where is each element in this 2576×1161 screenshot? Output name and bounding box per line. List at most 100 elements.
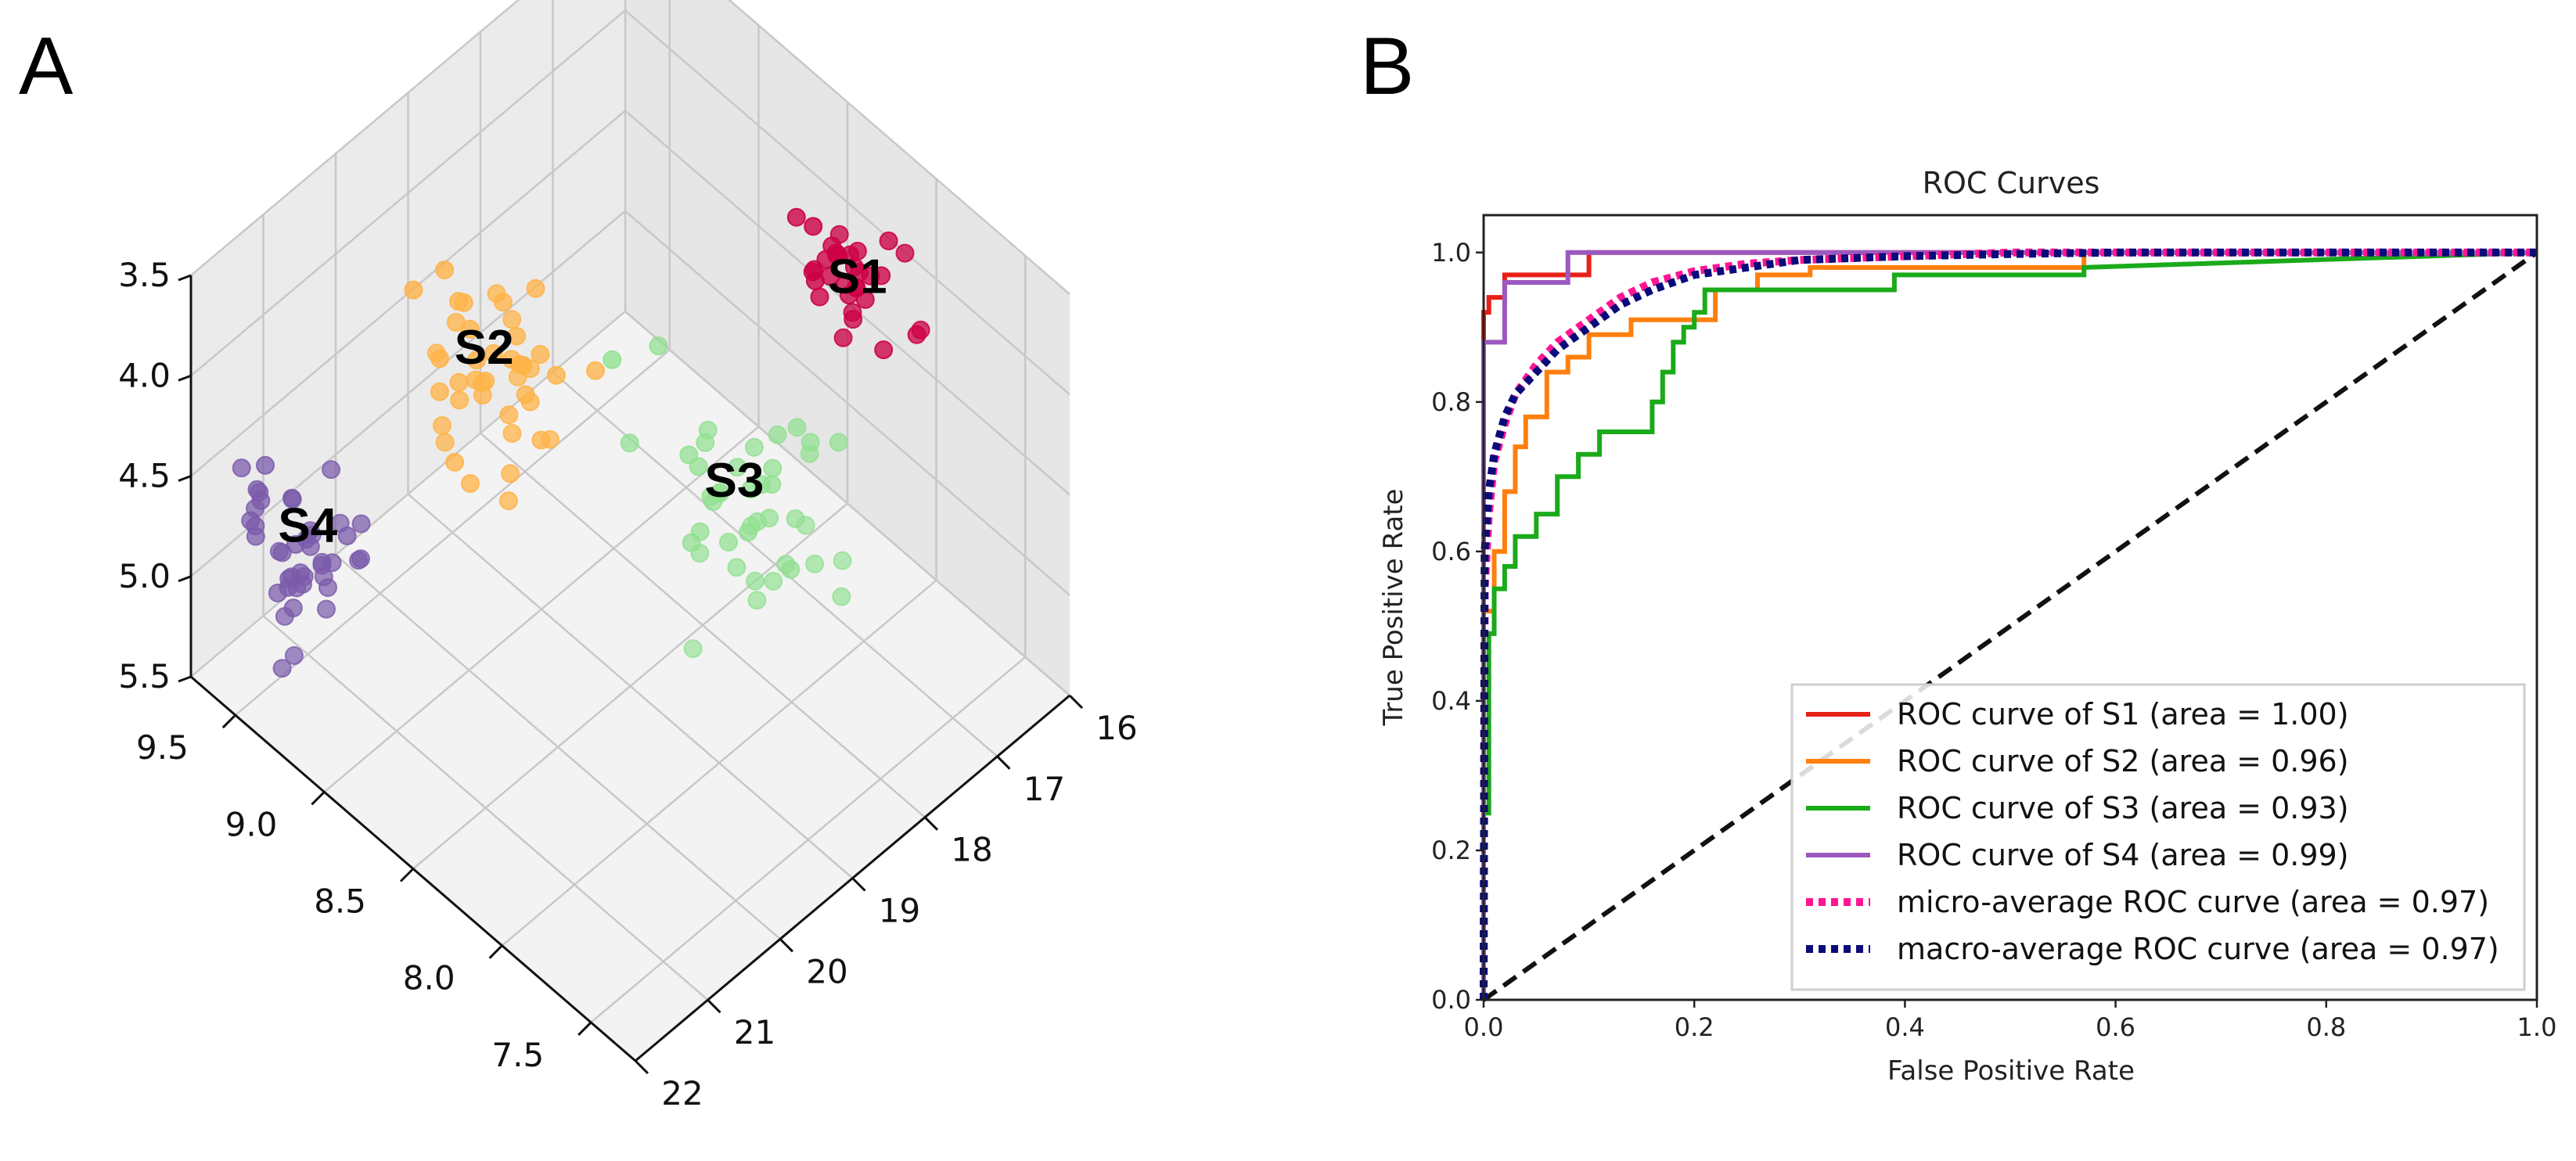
data-point (764, 571, 783, 591)
data-point (241, 511, 261, 530)
data-point (449, 372, 469, 392)
y-tick-label: 0.2 (1431, 836, 1471, 865)
data-point (337, 527, 357, 545)
data-point (727, 558, 747, 577)
z-tick-mark (178, 575, 192, 583)
data-point (269, 541, 289, 561)
data-point (275, 606, 294, 626)
data-point (762, 475, 782, 494)
x-tick-mark (996, 755, 1011, 770)
data-point (351, 549, 370, 569)
x-tick-label: 18 (951, 831, 992, 869)
legend-label: ROC curve of S1 (area = 1.00) (1897, 697, 2349, 731)
data-point (805, 271, 825, 290)
cluster-s4-points (232, 455, 371, 678)
legend-entry: macro-average ROC curve (area = 0.97) (1806, 932, 2499, 966)
roc-panel: ROC Curves 0.0 0.2 0.4 0.6 0.8 1.00.00.20.40.… (1378, 166, 2556, 1087)
data-point (507, 326, 527, 346)
legend-entry: ROC curve of S4 (area = 0.99) (1806, 838, 2349, 872)
data-point (502, 424, 522, 443)
data-point (498, 491, 518, 511)
floor-gridline-y (323, 426, 760, 793)
data-point (318, 578, 337, 597)
back-wall-gridline-z (190, 210, 626, 577)
data-point (810, 287, 829, 307)
x-tick-mark (634, 1059, 649, 1075)
z-tick-mark (178, 675, 192, 683)
cluster-label-s4: S4 (278, 498, 337, 552)
data-point (844, 257, 864, 277)
cluster-label-s2: S2 (455, 321, 514, 375)
data-point (460, 319, 480, 339)
cluster-s2-points (404, 261, 605, 511)
z-tick-label: 5.5 (118, 657, 171, 696)
data-point (445, 452, 465, 472)
floor-gridline-y (412, 502, 848, 870)
back-wall-gridline-z (190, 9, 626, 377)
data-point (787, 418, 807, 437)
data-point (833, 328, 853, 347)
x-tick-label: 0.8 (2306, 1012, 2346, 1042)
x-tick-label: 0.0 (1464, 1012, 1504, 1042)
floor-gridline-y (590, 656, 1027, 1023)
data-point (484, 343, 503, 363)
data-point (701, 487, 721, 506)
data-point (620, 433, 639, 453)
data-point (501, 464, 520, 483)
y-tick-mark (488, 944, 503, 959)
data-point (467, 350, 487, 370)
scatter-3d-panel: 16 17 18 19 20 21 22 9.5 9.0 8.5 8.0 7.5 3.5 4.0 4.5 5.… (118, 0, 1138, 1112)
data-point (404, 280, 423, 300)
side-wall-gridline-z (728, 0, 1070, 295)
cluster-labels: S1 S2 S3 S4 (278, 250, 887, 552)
data-point (682, 533, 701, 552)
data-point (696, 433, 715, 452)
data-point (874, 340, 894, 360)
data-point (272, 659, 292, 678)
data-point (847, 279, 866, 298)
x-tick-mark (707, 999, 721, 1014)
data-point (804, 217, 823, 236)
legend-label: ROC curve of S3 (area = 0.93) (1897, 791, 2349, 825)
x-tick-label: 21 (734, 1013, 775, 1051)
data-point (649, 336, 668, 356)
data-point (747, 591, 767, 610)
data-point (844, 310, 863, 329)
data-point (689, 457, 708, 476)
data-point (744, 437, 764, 457)
data-point (250, 483, 269, 502)
roc-series-line (1481, 250, 2538, 1000)
panel-letter-a: A (19, 21, 74, 112)
legend-box (1790, 683, 2526, 991)
chance-diagonal-line (1482, 250, 2538, 1002)
axes-3d-ticks: 16 17 18 19 20 21 22 9.5 9.0 8.5 8.0 7.5 3.5 4.0 4.5 5.… (118, 256, 1138, 1112)
data-point (800, 444, 819, 463)
y-tick-label: 0.8 (1431, 387, 1471, 417)
data-point (832, 587, 851, 606)
z-tick-mark (178, 274, 192, 282)
axes-3d-grid (189, 0, 1070, 1062)
data-point (728, 458, 747, 477)
data-point (805, 554, 825, 573)
z-tick-label: 4.0 (118, 356, 171, 394)
z-tick-mark (178, 475, 192, 482)
z-tick-label: 5.0 (118, 557, 171, 595)
data-point (232, 458, 251, 478)
data-point (351, 514, 371, 534)
data-point (499, 405, 519, 425)
data-point (461, 474, 480, 493)
roc-plot-frame (1482, 214, 2538, 1001)
data-point (430, 349, 449, 368)
data-point (540, 430, 559, 449)
data-point (300, 537, 320, 556)
data-point (895, 243, 915, 263)
back-wall-gridline-z (190, 0, 520, 276)
y-tick-label: 0.4 (1431, 686, 1471, 716)
legend-entry: micro-average ROC curve (area = 0.97) (1806, 885, 2489, 919)
data-point (683, 639, 703, 659)
data-point (586, 361, 605, 380)
data-point (742, 516, 761, 536)
y-tick-label: 7.5 (491, 1036, 544, 1074)
data-point (435, 261, 455, 279)
